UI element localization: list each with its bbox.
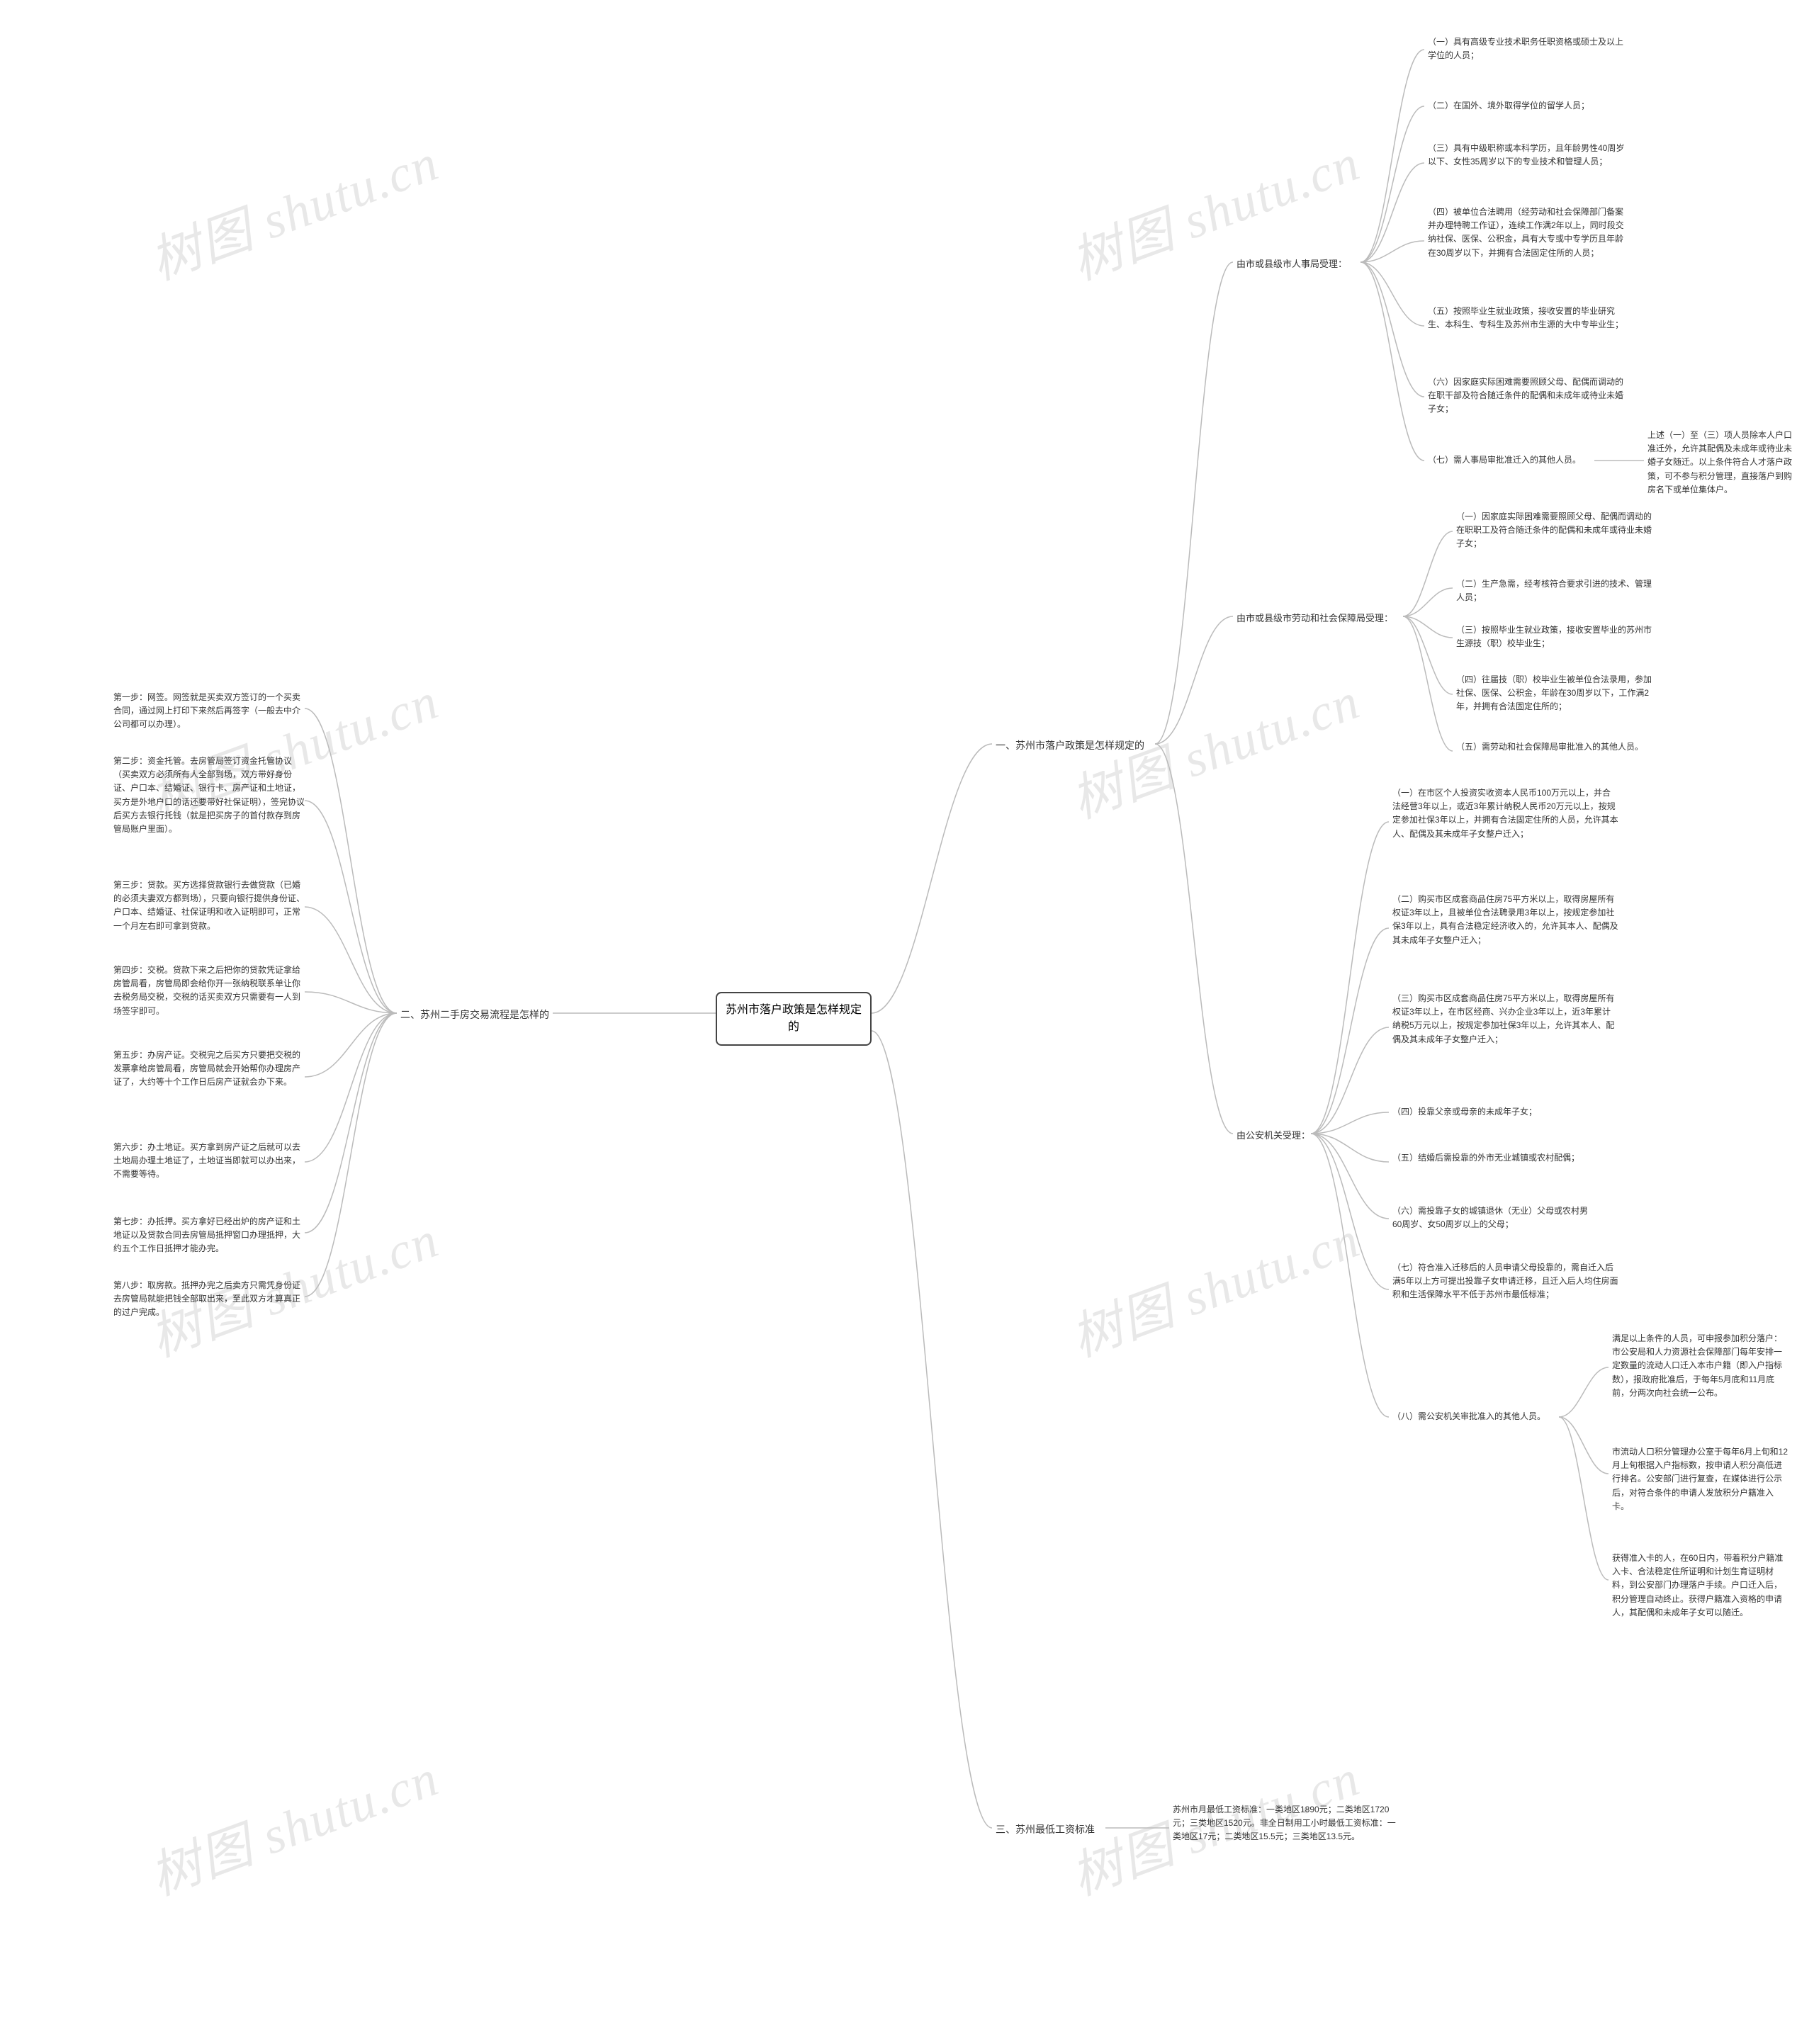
center-title: 苏州市落户政策是怎样规定的 bbox=[726, 1004, 862, 1033]
b3-text: 苏州市月最低工资标准：一类地区1890元；二类地区1720元；三类地区1520元… bbox=[1173, 1803, 1399, 1844]
b1s3-item-5: （五）结婚后需投靠的外市无业城镇或农村配偶； bbox=[1392, 1151, 1579, 1165]
branch1-label: 一、苏州市落户政策是怎样规定的 bbox=[996, 738, 1144, 752]
b1s3-item-7: （七）符合准入迁移后的人员申请父母投靠的，需自迁入后满5年以上方可提出投靠子女申… bbox=[1392, 1261, 1619, 1302]
b1s2-item-2: （二）生产急需，经考核符合要求引进的技术、管理人员； bbox=[1456, 577, 1655, 604]
b1s2-item-4: （四）往届技（职）校毕业生被单位合法录用，参加社保、医保、公积金，年龄在30周岁… bbox=[1456, 673, 1655, 714]
b1s3-item-2: （二）购买市区成套商品住房75平方米以上，取得房屋所有权证3年以上，且被单位合法… bbox=[1392, 893, 1619, 947]
b2-step-5: 第五步：办房产证。交税完之后买方只要把交税的发票拿给房管局看，房管局就会开始帮你… bbox=[113, 1049, 305, 1090]
b2-step-3: 第三步：贷款。买方选择贷款银行去做贷款（已婚的必须夫妻双方都到场），只要向银行提… bbox=[113, 879, 305, 933]
b2-step-6: 第六步：办土地证。买方拿到房产证之后就可以去土地局办理土地证了，土地证当即就可以… bbox=[113, 1141, 305, 1182]
watermark: 树图 shutu.cn bbox=[1059, 1197, 1368, 1370]
b1s3-item-1: （一）在市区个人投资实收资本人民币100万元以上，并合法经营3年以上，或近3年累… bbox=[1392, 786, 1619, 841]
b1s3-item-8: （八）需公安机关审批准入的其他人员。 bbox=[1392, 1410, 1545, 1423]
b1s3-item-3: （三）购买市区成套商品住房75平方米以上，取得房屋所有权证3年以上，在市区经商、… bbox=[1392, 992, 1619, 1046]
b1s1-item-7: （七）需人事局审批准迁入的其他人员。 bbox=[1428, 453, 1581, 467]
b1s2-item-1: （一）因家庭实际困难需要照顾父母、配偶而调动的在职职工及符合随迁条件的配偶和未成… bbox=[1456, 510, 1655, 551]
b1s1-item-3: （三）具有中级职称或本科学历，且年龄男性40周岁以下、女性35周岁以下的专业技术… bbox=[1428, 142, 1626, 169]
center-node: 苏州市落户政策是怎样规定的 bbox=[716, 992, 872, 1046]
branch1-sub3-label: 由公安机关受理： bbox=[1236, 1128, 1310, 1141]
b2-step-7: 第七步：办抵押。买方拿好已经出炉的房产证和土地证以及贷款合同去房管局抵押窗口办理… bbox=[113, 1215, 305, 1256]
b1s3-note8-2: 市流动人口积分管理办公室于每年6月上旬和12月上旬根据入户指标数，按申请人积分高… bbox=[1612, 1445, 1789, 1513]
b1s1-item-2: （二）在国外、境外取得学位的留学人员； bbox=[1428, 99, 1589, 113]
b1s1-item-4: （四）被单位合法聘用（经劳动和社会保障部门备案并办理特聘工作证），连续工作满2年… bbox=[1428, 205, 1626, 260]
b1s1-item-1: （一）具有高级专业技术职务任职资格或硕士及以上学位的人员； bbox=[1428, 35, 1626, 62]
b2-step-4: 第四步：交税。贷款下来之后把你的贷款凭证拿给房管局看，房管局即会给你开一张纳税联… bbox=[113, 964, 305, 1018]
b1s2-item-5: （五）需劳动和社会保障局审批准入的其他人员。 bbox=[1456, 740, 1643, 754]
b2-step-2: 第二步：资金托管。去房管局签订资金托管协议（买卖双方必须所有人全部到场，双方带好… bbox=[113, 755, 305, 836]
b1s2-item-3: （三）按照毕业生就业政策，接收安置毕业的苏州市生源技（职）校毕业生； bbox=[1456, 623, 1655, 650]
branch3-label: 三、苏州最低工资标准 bbox=[996, 1822, 1095, 1836]
b1s3-item-4: （四）投靠父亲或母亲的未成年子女； bbox=[1392, 1105, 1537, 1119]
b2-step-8: 第八步：取房款。抵押办完之后卖方只需凭身份证去房管局就能把钱全部取出来，至此双方… bbox=[113, 1279, 305, 1320]
b1s3-item-6: （六）需投靠子女的城镇退休（无业）父母或农村男60周岁、女50周岁以上的父母； bbox=[1392, 1204, 1591, 1231]
watermark: 树图 shutu.cn bbox=[138, 120, 447, 293]
branch1-sub1-label: 由市或县级市人事局受理： bbox=[1236, 256, 1347, 270]
b1s3-note8-1: 满足以上条件的人员，可申报参加积分落户：市公安局和人力资源社会保障部门每年安排一… bbox=[1612, 1332, 1789, 1400]
b1s3-note8-3: 获得准入卡的人，在60日内，带着积分户籍准入卡、合法稳定住所证明和计划生育证明材… bbox=[1612, 1552, 1789, 1620]
b1s1-item-5: （五）按照毕业生就业政策，接收安置的毕业研究生、本科生、专科生及苏州市生源的大中… bbox=[1428, 305, 1626, 332]
b1s1-note-7: 上述（一）至（三）项人员除本人户口准迁外，允许其配偶及未成年或待业未婚子女随迁。… bbox=[1647, 429, 1796, 497]
watermark: 树图 shutu.cn bbox=[138, 1736, 447, 1909]
branch1-sub2-label: 由市或县级市劳动和社会保障局受理： bbox=[1236, 611, 1393, 624]
branch2-label: 二、苏州二手房交易流程是怎样的 bbox=[400, 1007, 549, 1022]
b1s1-item-6: （六）因家庭实际困难需要照顾父母、配偶而调动的在职干部及符合随迁条件的配偶和未成… bbox=[1428, 376, 1626, 417]
b2-step-1: 第一步：网签。网签就是买卖双方签订的一个买卖合同，通过网上打印下来然后再签字（一… bbox=[113, 691, 305, 732]
